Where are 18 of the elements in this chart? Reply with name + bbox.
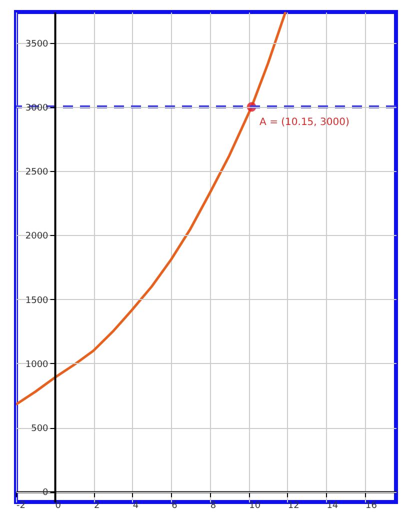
annotation: A = (10.15, 3000): [260, 116, 350, 128]
x-tick-label: 6: [172, 501, 178, 512]
x-tick-label: 16: [365, 501, 378, 512]
y-tick-label: 3000: [25, 103, 49, 114]
x-tick-label: -2: [16, 501, 26, 512]
y-tick-label: 500: [31, 424, 49, 434]
y-tick-label: 2500: [25, 168, 49, 178]
x-tick-label: 8: [210, 501, 216, 512]
x-tick-label: 12: [288, 501, 300, 512]
x-tick-label: 4: [132, 501, 139, 512]
y-tick-label: 1500: [25, 296, 49, 306]
y-tick-label: 3500: [25, 39, 49, 50]
x-tick-label: 10: [249, 501, 261, 512]
y-tick-label: 2000: [25, 232, 49, 242]
x-tick-label: 14: [326, 501, 338, 512]
x-tick-label: 2: [94, 501, 100, 512]
y-tick-label: 1000: [25, 360, 49, 370]
x-tick-label: 0: [55, 501, 62, 512]
